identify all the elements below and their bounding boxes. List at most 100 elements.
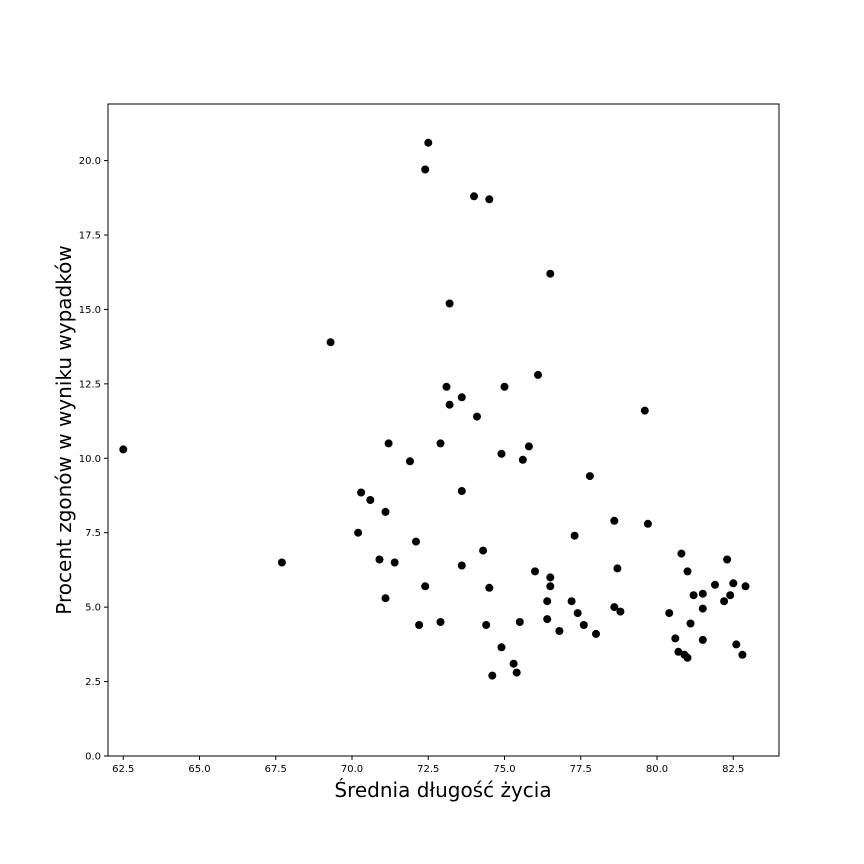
x-tick-label: 72.5 — [417, 764, 439, 775]
x-tick-label: 65.0 — [188, 764, 210, 775]
y-tick-label: 0.0 — [85, 752, 101, 763]
data-point — [567, 597, 576, 606]
data-point — [677, 549, 686, 558]
x-tick-label: 67.5 — [265, 764, 287, 775]
data-point — [643, 519, 652, 528]
data-point — [485, 195, 494, 204]
data-point — [613, 564, 622, 573]
data-point — [406, 457, 414, 466]
x-tick-label: 77.5 — [570, 764, 592, 775]
data-point — [381, 507, 390, 516]
data-point — [512, 668, 521, 677]
x-axis-ticks: 62.5 65.0 67.5 70.0 72.5 75.0 77.5 80.0 82.5 — [112, 756, 744, 775]
x-axis-label: Średnia długość życia — [334, 778, 551, 802]
data-point — [518, 455, 527, 464]
data-point — [442, 382, 451, 391]
data-point — [698, 604, 707, 613]
data-point — [546, 269, 555, 278]
x-tick-label: 75.0 — [493, 764, 515, 775]
data-point — [683, 567, 692, 576]
data-point — [497, 643, 506, 652]
data-point — [381, 594, 390, 603]
points-layer — [119, 138, 750, 680]
data-point — [473, 412, 481, 421]
y-tick-label: 10.0 — [79, 454, 101, 465]
data-point — [357, 488, 366, 497]
x-tick-label: 80.0 — [646, 764, 668, 775]
data-point — [470, 192, 478, 201]
data-point — [354, 528, 363, 537]
data-point — [546, 573, 555, 582]
data-point — [479, 546, 488, 555]
data-point — [555, 627, 564, 635]
y-tick-label: 20.0 — [79, 156, 101, 167]
data-point — [570, 531, 579, 540]
y-tick-label: 12.5 — [79, 379, 101, 390]
data-point — [534, 370, 542, 379]
data-point — [711, 580, 719, 589]
data-point — [543, 597, 552, 606]
data-point — [485, 583, 494, 592]
data-point — [683, 653, 692, 662]
data-point — [543, 615, 552, 624]
data-point — [488, 671, 497, 680]
data-point — [415, 621, 424, 629]
data-point — [592, 629, 600, 638]
y-tick-label: 2.5 — [85, 677, 101, 688]
data-point — [497, 449, 506, 458]
data-point — [436, 439, 445, 448]
data-point — [277, 558, 286, 567]
data-point — [579, 621, 588, 629]
data-point — [726, 591, 735, 600]
data-point — [531, 567, 539, 576]
y-axis-label: Procent zgonów w wyniku wypadków — [52, 245, 76, 614]
data-point — [723, 555, 732, 564]
x-tick-label: 70.0 — [341, 764, 363, 775]
data-point — [524, 442, 533, 451]
data-point — [366, 496, 375, 504]
data-point — [515, 618, 524, 626]
data-point — [546, 582, 555, 591]
data-point — [421, 165, 430, 174]
data-point — [738, 650, 747, 659]
data-point — [390, 558, 399, 567]
data-point — [421, 582, 430, 591]
data-point — [375, 555, 384, 564]
x-tick-label: 62.5 — [112, 764, 134, 775]
data-point — [457, 561, 466, 570]
data-point — [665, 609, 674, 618]
data-point — [500, 382, 509, 391]
y-tick-label: 5.0 — [85, 603, 101, 614]
data-point — [482, 621, 491, 629]
y-tick-label: 17.5 — [79, 230, 101, 241]
plot-frame — [107, 103, 780, 757]
data-point — [698, 635, 707, 644]
data-point — [729, 579, 738, 588]
data-point — [671, 634, 680, 643]
data-point — [445, 299, 454, 308]
data-point — [720, 597, 729, 606]
data-point — [689, 591, 698, 600]
y-axis-ticks: 0.0 2.5 5.0 7.5 10.0 12.5 15.0 17.5 20.0 — [79, 156, 108, 763]
data-point — [119, 445, 128, 454]
data-point — [640, 406, 649, 415]
data-point — [732, 640, 741, 649]
data-point — [616, 607, 625, 616]
data-point — [384, 439, 393, 448]
data-point — [741, 582, 750, 591]
data-point — [585, 472, 594, 481]
data-point — [674, 647, 683, 656]
data-point — [509, 659, 518, 668]
data-point — [610, 603, 619, 612]
data-point — [436, 618, 445, 626]
data-point — [424, 138, 433, 147]
data-point — [457, 393, 466, 402]
data-point — [573, 609, 582, 618]
data-point — [698, 589, 707, 598]
data-point — [445, 400, 454, 409]
data-point — [457, 487, 466, 495]
y-tick-label: 7.5 — [85, 528, 101, 539]
data-point — [686, 619, 695, 628]
